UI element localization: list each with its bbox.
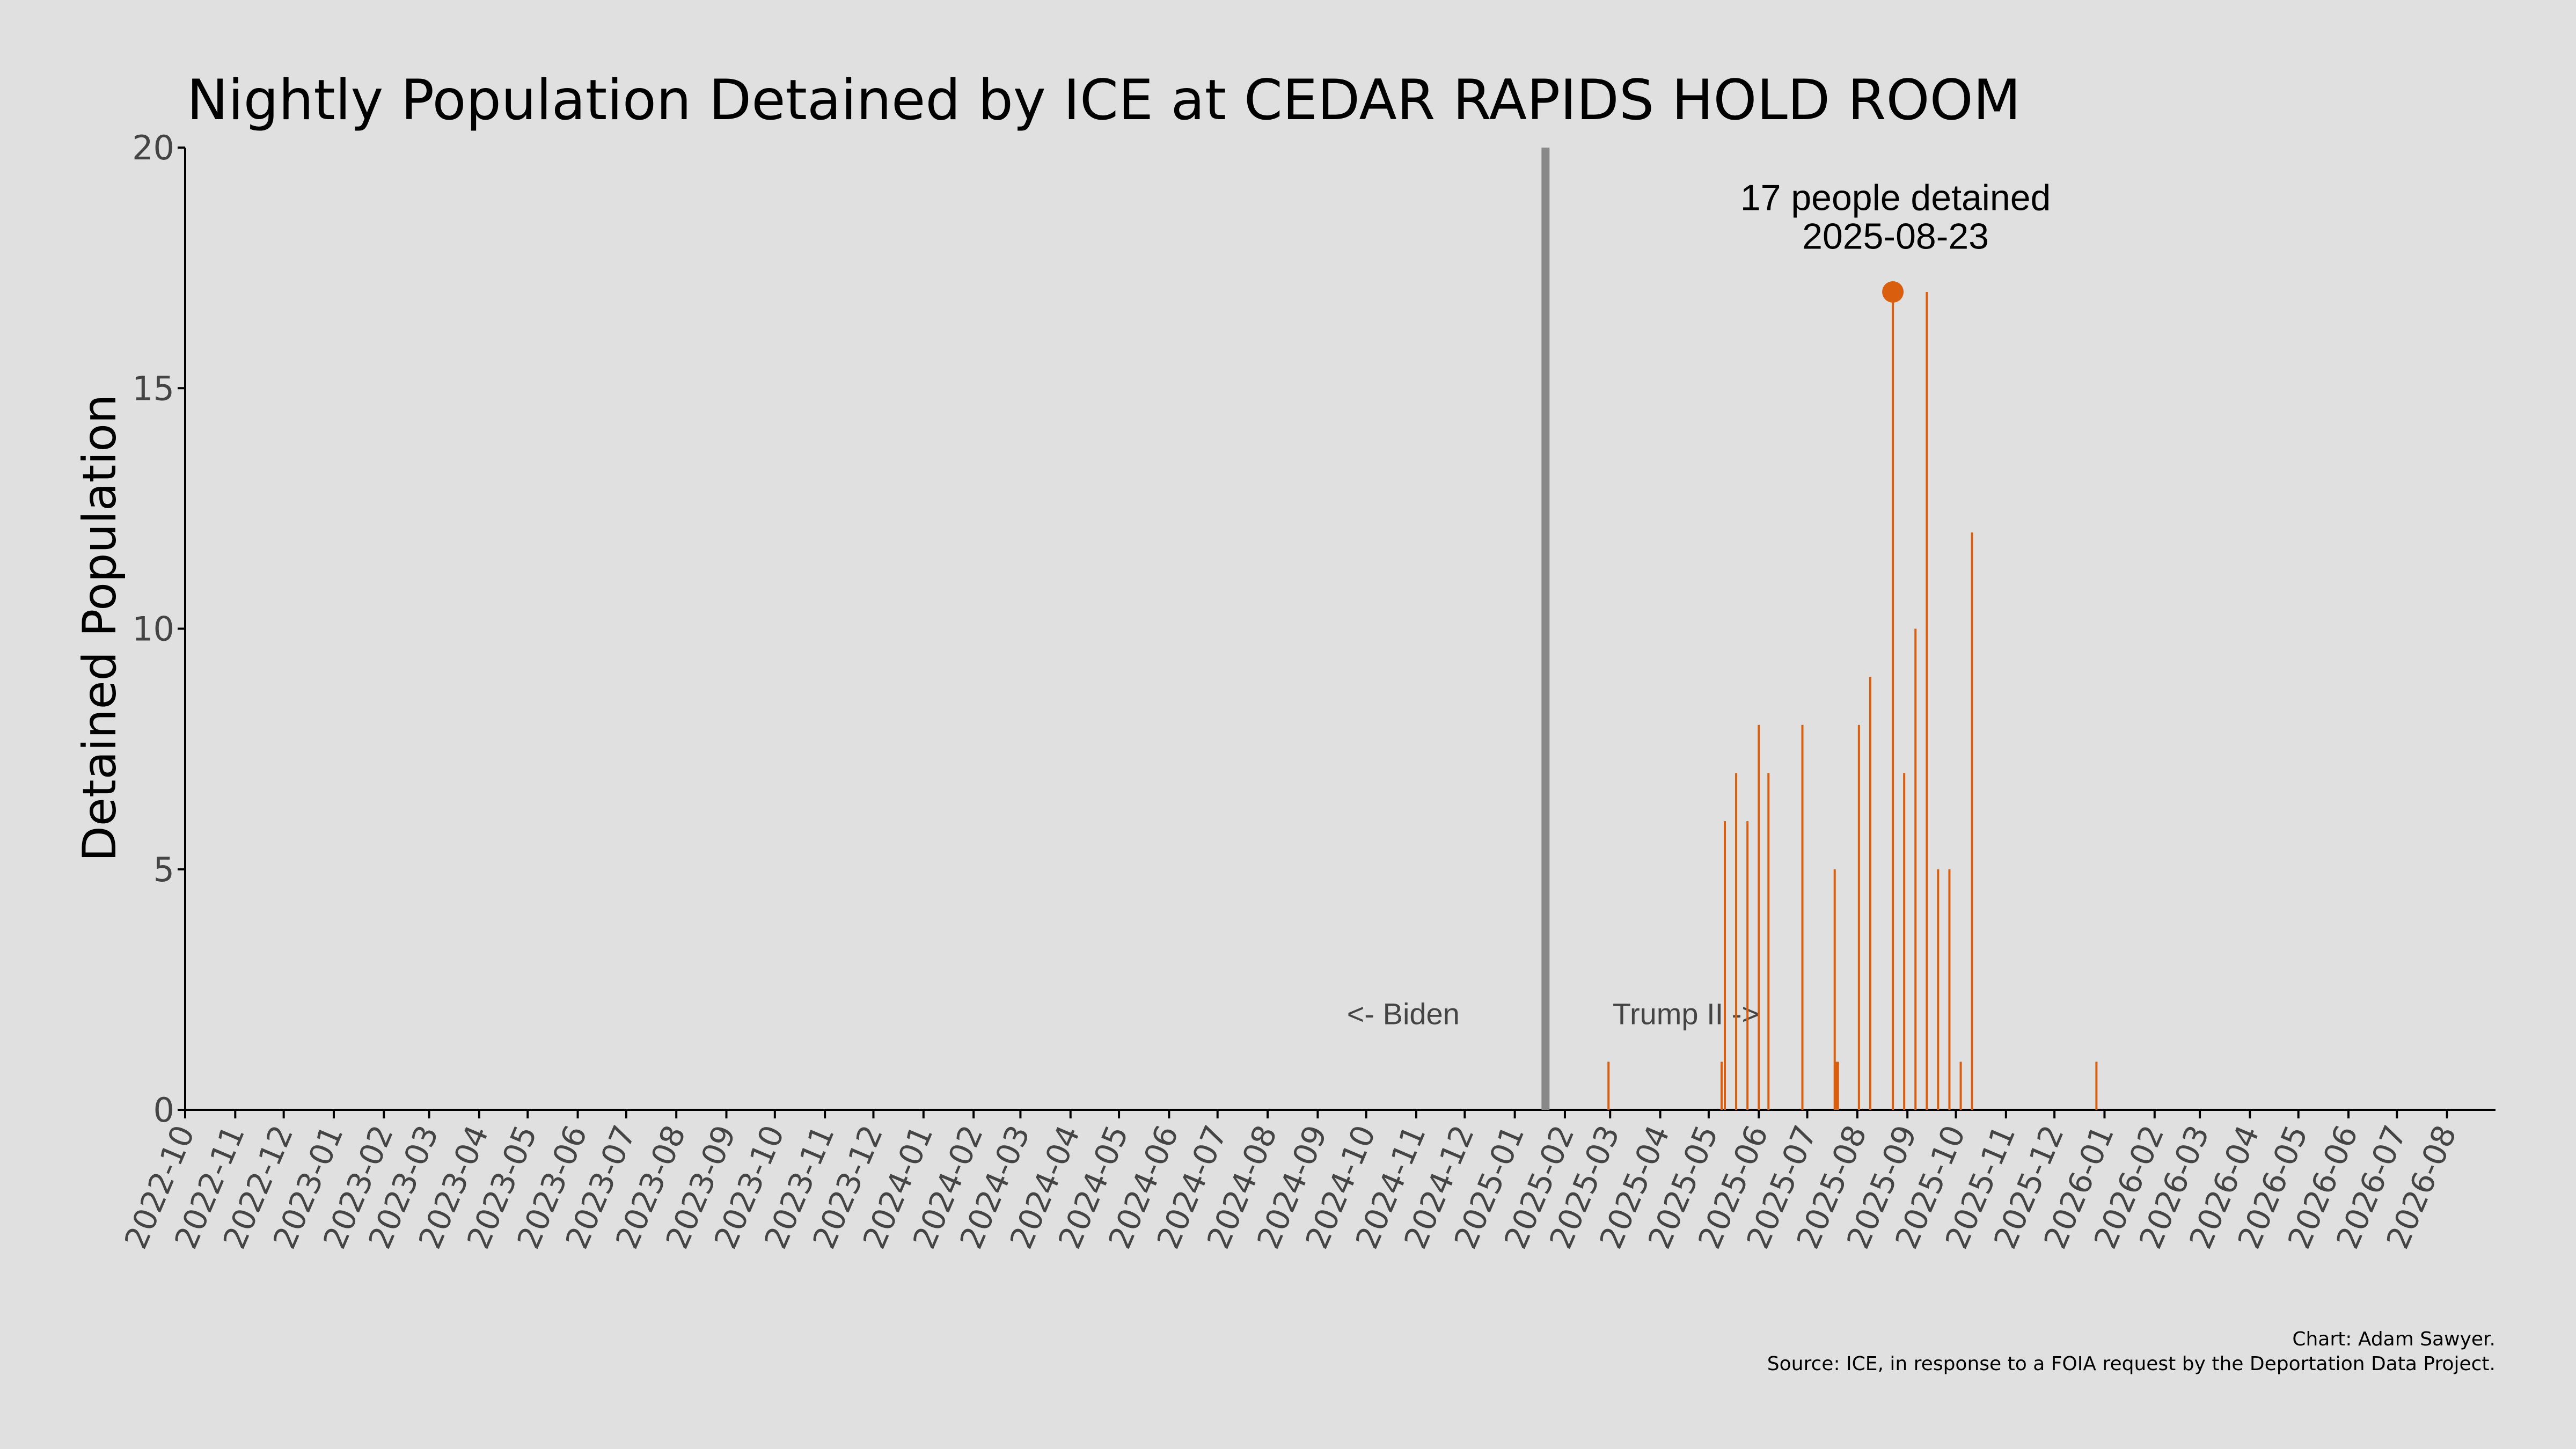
- highlight-point: [1882, 281, 1904, 303]
- chart-title: Nightly Population Detained by ICE at CE…: [187, 68, 2021, 133]
- y-axis-label: Detained Population: [73, 394, 127, 862]
- chart-credit: Chart: Adam Sawyer.: [2292, 1328, 2496, 1350]
- plot-area: 051015202022-102022-112022-122023-012023…: [118, 128, 2496, 1254]
- chart-source: Source: ICE, in response to a FOIA reque…: [1767, 1353, 2496, 1375]
- y-tick-label: 5: [153, 850, 174, 889]
- y-tick-label: 0: [153, 1091, 174, 1130]
- y-tick-label: 20: [132, 128, 174, 167]
- trump-era-label: Trump II ->: [1613, 997, 1759, 1031]
- y-tick-label: 10: [132, 610, 174, 649]
- biden-era-label: <- Biden: [1347, 997, 1460, 1031]
- highlight-annotation-date: 2025-08-23: [1802, 216, 1989, 257]
- highlight-annotation-count: 17 people detained: [1740, 178, 2051, 218]
- y-tick-label: 15: [132, 369, 174, 408]
